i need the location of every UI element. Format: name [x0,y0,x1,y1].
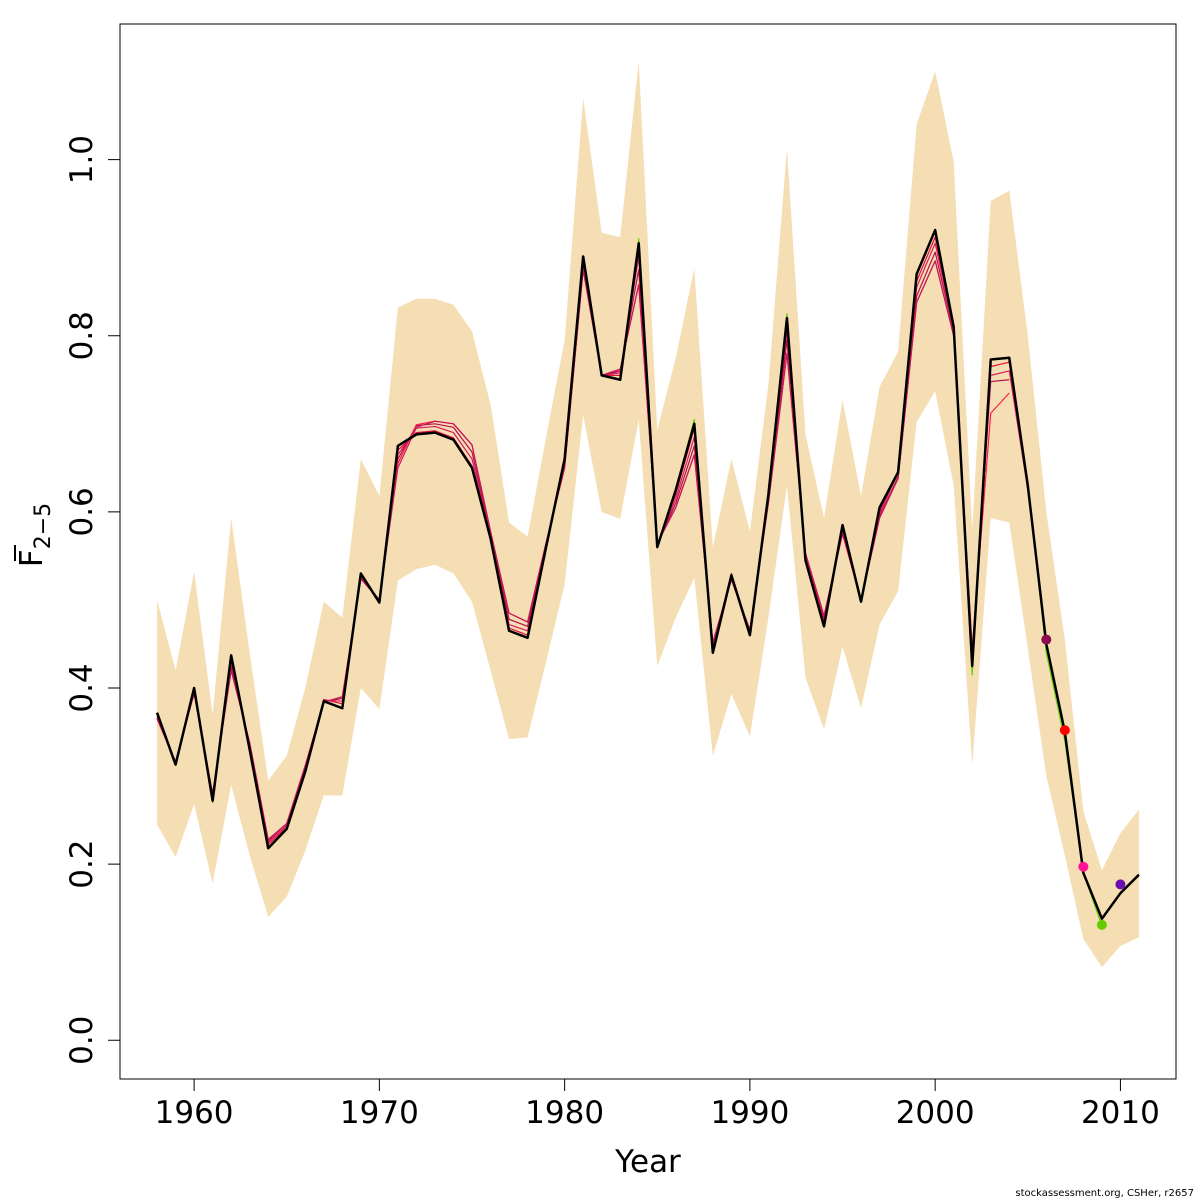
endpoint-dot-2008 [1078,861,1089,872]
endpoint-dot-2010 [1115,879,1126,890]
y-tick-label: 1.0 [64,135,100,184]
y-axis-title-main: F [14,549,50,567]
svg-text:F2−5: F2−5 [14,503,56,567]
confidence-band [157,60,1139,968]
endpoint-dot-2006 [1041,634,1052,645]
endpoint-dot-2009 [1096,919,1107,930]
x-axis-title: Year [614,1144,681,1180]
y-axis-title-subscript: 2−5 [31,503,56,549]
y-axis: 0.0 0.2 0.4 0.6 0.8 1.0 [64,135,121,1065]
endpoint-layer [1041,634,1126,930]
x-tick-label: 2000 [896,1095,975,1131]
credit-text: stockassessment.org, CSHer, r2657 [1015,1188,1194,1199]
series-layer [155,228,1140,926]
y-tick-label: 0.2 [64,839,100,888]
y-tick-label: 0.6 [64,487,100,536]
x-tick-label: 1960 [155,1095,234,1131]
x-tick-label: 1980 [525,1095,604,1131]
x-axis: 1960 1970 1980 1990 2000 2010 [155,1078,1160,1131]
y-tick-label: 0.8 [64,311,100,360]
y-tick-label: 0.4 [64,663,100,712]
y-tick-label: 0.0 [64,1016,100,1065]
x-tick-label: 2010 [1081,1095,1160,1131]
y-axis-title: F2−5 [14,503,56,567]
series-line-main [155,228,1140,920]
confidence-band-layer [157,60,1139,968]
x-tick-label: 1990 [710,1095,789,1131]
endpoint-dot-2007 [1059,725,1070,736]
x-tick-label: 1970 [340,1095,419,1131]
